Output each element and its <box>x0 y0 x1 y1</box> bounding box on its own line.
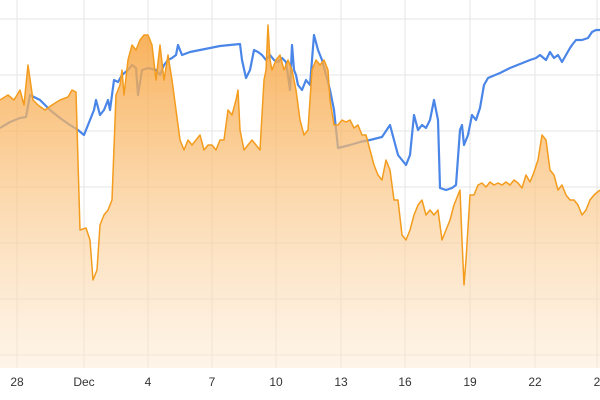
x-tick-label: 19 <box>463 375 477 389</box>
x-tick-label: 2 <box>594 375 600 389</box>
x-tick-label: 16 <box>398 375 412 389</box>
x-tick-label: 7 <box>209 375 216 389</box>
area-line <box>0 24 600 286</box>
x-tick-label: 28 <box>10 375 24 389</box>
x-tick-label: Dec <box>73 375 94 389</box>
x-tick-label: 4 <box>145 375 152 389</box>
line <box>0 28 600 192</box>
area <box>0 25 600 368</box>
x-tick-label: 10 <box>269 375 283 389</box>
x-tick-label: 22 <box>528 375 542 389</box>
x-tick-label: 13 <box>334 375 348 389</box>
